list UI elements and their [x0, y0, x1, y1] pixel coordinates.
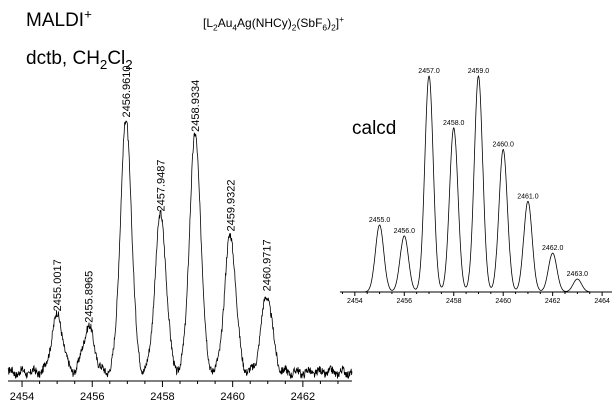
inset-tick-label: 2454 [347, 298, 363, 305]
technique-label: MALDI+ [26, 6, 92, 31]
experimental-spectrum: 2454 2456 2458 2460 2462 2455.0017 2455.8965 24… [7, 66, 353, 403]
main-peak-label: 2460.9717 [262, 239, 274, 291]
main-peak-label: 2458.9334 [190, 80, 202, 132]
main-peak-label: 2455.8965 [84, 271, 96, 323]
main-peak-label: 2457.9487 [156, 160, 168, 212]
main-peak-label: 2459.9322 [225, 180, 237, 232]
formula-label: [L2Au4Ag(NHCy)2(SbF6)2]+ [203, 14, 344, 33]
main-tick-label: 2458 [150, 391, 174, 403]
inset-peak-label: 2457.0 [418, 68, 440, 75]
inset-tick-label: 2460 [495, 298, 511, 305]
main-trace [7, 120, 353, 380]
inset-peak-label: 2455.0 [369, 217, 391, 224]
calcd-label: calcd [352, 118, 397, 139]
inset-tick-label: 2456 [397, 298, 413, 305]
inset-tick-label: 2458 [446, 298, 462, 305]
inset-peak-label: 2460.0 [492, 141, 514, 148]
inset-peak-label: 2456.0 [394, 228, 416, 235]
inset-peak-label: 2459.0 [468, 68, 490, 75]
main-tick-label: 2462 [291, 391, 315, 403]
inset-peak-label: 2458.0 [443, 120, 465, 127]
main-tick-label: 2454 [10, 391, 34, 403]
inset-peak-label: 2462.0 [542, 245, 564, 252]
main-peak-label: 2455.0017 [52, 259, 64, 311]
matrix-label: dctb, CH2Cl2 [26, 48, 133, 72]
main-tick-label: 2460 [220, 391, 244, 403]
inset-tick-label: 2462 [545, 298, 561, 305]
inset-tick-label: 2464 [594, 298, 610, 305]
inset-peak-label: 2463.0 [567, 271, 589, 278]
main-tick-label: 2456 [80, 391, 104, 403]
main-peak-label: 2456.9610 [121, 66, 133, 118]
inset-peak-label: 2461.0 [517, 193, 539, 200]
inset-trace [340, 75, 612, 293]
